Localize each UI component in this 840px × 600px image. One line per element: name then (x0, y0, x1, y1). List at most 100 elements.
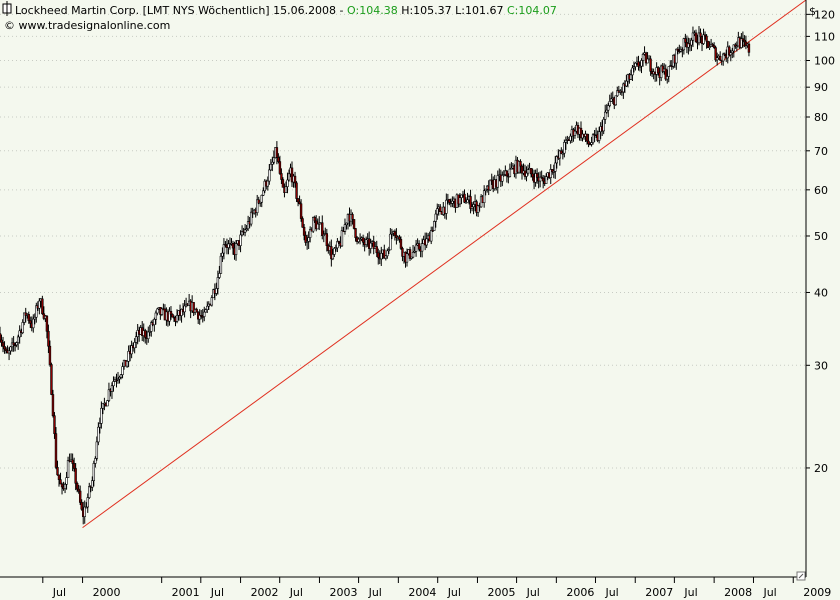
candle-body (219, 255, 223, 274)
candle-body (398, 236, 401, 240)
y-tick-label: 80 (814, 111, 828, 124)
candle-body (520, 165, 524, 174)
candle-body (436, 208, 439, 215)
candle (75, 481, 79, 493)
candle-body (302, 226, 306, 236)
candle (240, 225, 244, 237)
candle-body (564, 139, 568, 143)
candle (563, 139, 566, 158)
candle-body (637, 61, 640, 67)
candle (171, 313, 174, 318)
candle (65, 471, 68, 490)
candle (302, 223, 306, 241)
candle (63, 482, 67, 494)
candle (35, 302, 38, 323)
candle-body (260, 194, 263, 203)
candle (430, 226, 433, 245)
candle-body (227, 243, 230, 248)
candle-body (591, 134, 595, 143)
candle (262, 187, 265, 197)
candle-body (729, 52, 732, 56)
candle-body (638, 65, 642, 68)
candle (268, 164, 271, 185)
candle-body (77, 488, 80, 492)
candle-body (519, 161, 522, 167)
candle-body (200, 314, 203, 317)
x-tick-label: Jul (526, 586, 540, 599)
candle-body (569, 135, 572, 141)
candle (32, 314, 35, 333)
candle-body (458, 197, 462, 205)
candle-body (482, 190, 486, 203)
candle-body (708, 46, 711, 48)
candle (569, 133, 572, 144)
candle (57, 474, 61, 487)
candle (12, 336, 15, 352)
candle-body (266, 180, 270, 187)
candle (417, 240, 421, 252)
candle-body (316, 223, 319, 230)
candle-body (192, 302, 195, 313)
candle (436, 203, 439, 220)
candle (336, 238, 339, 253)
candle-body (272, 157, 276, 163)
candle (115, 373, 118, 388)
x-tick-label: Jul (683, 586, 697, 599)
candle (257, 196, 260, 205)
candle-body (629, 74, 633, 80)
candle (116, 371, 120, 384)
candle (0, 334, 3, 347)
candle-body (71, 459, 74, 464)
candle-body (259, 201, 262, 204)
candle (234, 240, 238, 261)
candle (357, 237, 360, 244)
candle-body (666, 76, 669, 80)
candle-body (484, 188, 487, 191)
candle (743, 35, 746, 48)
candle-body (106, 400, 109, 407)
candle-body (734, 44, 737, 47)
candle-body (12, 342, 15, 346)
candle-body (414, 244, 418, 252)
candle-body (156, 308, 159, 314)
candle (307, 231, 310, 249)
candle (321, 215, 324, 240)
candle-body (585, 133, 589, 142)
candle (496, 170, 499, 194)
candle-body (311, 217, 315, 232)
candle (277, 153, 280, 164)
candle (604, 104, 607, 124)
candle (590, 136, 593, 147)
candle-body (743, 39, 746, 43)
candle-body (293, 175, 297, 184)
candle (705, 34, 708, 49)
candle (744, 35, 748, 50)
candle-body (718, 55, 722, 61)
candle-body (91, 480, 94, 488)
candle (411, 245, 415, 259)
candle-body (231, 242, 235, 249)
candle-body (154, 312, 158, 320)
candle-body (3, 346, 6, 350)
candle-body (541, 177, 545, 182)
candle-body (425, 238, 428, 246)
candle (195, 307, 198, 313)
candle-body (125, 360, 129, 367)
candle (622, 82, 625, 99)
candle (198, 309, 201, 325)
candle (399, 236, 403, 250)
candle-body (561, 152, 565, 155)
candle (127, 345, 130, 368)
candle-body (464, 201, 468, 204)
candle-body (616, 90, 619, 97)
candle (519, 159, 522, 174)
x-axis: Jul 2000 2001 Jul 2002 Jul 2003 Jul 2004 Jul 2005 J… (42, 577, 831, 599)
candle (295, 181, 298, 202)
candle-body (372, 241, 375, 249)
candle (734, 42, 737, 49)
candle-body (45, 315, 49, 332)
candle-body (218, 273, 221, 278)
candle (476, 204, 480, 217)
candle (94, 456, 97, 468)
